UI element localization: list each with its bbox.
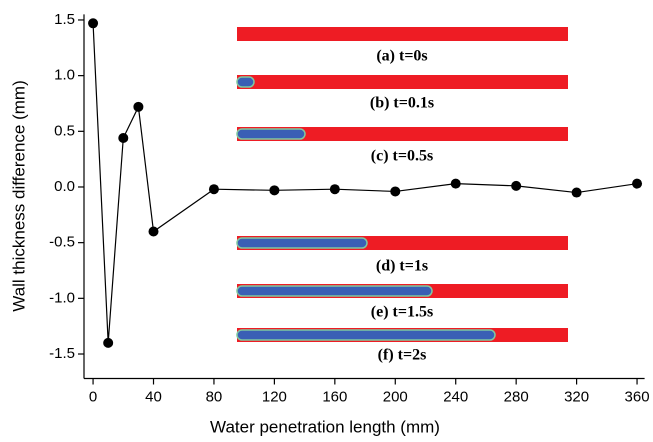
y-tick-label: -1.0 <box>49 289 75 306</box>
point <box>269 185 280 196</box>
x-tick-label: 120 <box>262 388 287 405</box>
x-tick-label: 200 <box>383 388 408 405</box>
y-axis-label: Wall thickness difference (mm) <box>9 80 28 311</box>
x-axis-label: Water penetration length (mm) <box>210 417 440 436</box>
inset-label: (f) t=2s <box>378 347 427 364</box>
y-tick-label: -1.5 <box>49 345 75 362</box>
point <box>103 337 114 348</box>
y-tick-label: 1.0 <box>54 67 75 84</box>
inset-pipe <box>237 127 568 141</box>
x-tick-label: 80 <box>206 388 223 405</box>
y-tick-label: 0.0 <box>54 178 75 195</box>
inset-water <box>236 285 433 297</box>
x-tick-label: 280 <box>504 388 529 405</box>
inset-label: (b) t=0.1s <box>370 95 434 112</box>
y-tick-label: -0.5 <box>49 234 75 251</box>
point <box>511 180 522 191</box>
x-tick-label: 240 <box>443 388 468 405</box>
inset-label: (e) t=1.5s <box>371 304 433 321</box>
inset-water <box>236 329 496 341</box>
point <box>450 178 461 189</box>
point <box>148 226 159 237</box>
point <box>632 178 643 189</box>
x-tick-label: 360 <box>625 388 650 405</box>
point <box>390 186 401 197</box>
x-tick-label: 40 <box>145 388 162 405</box>
inset-water <box>236 76 255 88</box>
point <box>208 184 219 195</box>
y-tick-label: 0.5 <box>54 122 75 139</box>
inset-water <box>236 237 368 249</box>
inset-pipe <box>237 27 568 41</box>
x-tick-label: 320 <box>564 388 589 405</box>
inset-label: (a) t=0s <box>376 48 427 65</box>
x-tick-label: 0 <box>89 388 97 405</box>
inset-pipe <box>237 75 568 89</box>
point <box>571 187 582 198</box>
point <box>88 18 99 29</box>
y-tick-label: 1.5 <box>54 11 75 28</box>
inset-label: (c) t=0.5s <box>371 148 433 165</box>
point <box>133 101 144 112</box>
inset-label: (d) t=1s <box>376 258 428 275</box>
inset-water <box>236 128 306 140</box>
point <box>118 132 129 143</box>
x-tick-label: 160 <box>322 388 347 405</box>
point <box>329 184 340 195</box>
